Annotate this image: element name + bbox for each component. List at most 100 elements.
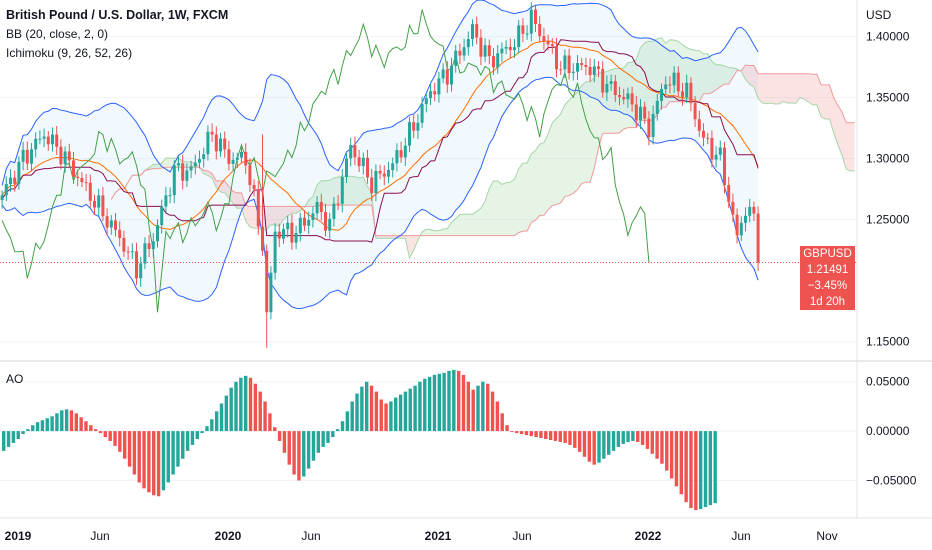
ao-bar [297,431,301,481]
ao-bar [268,413,272,432]
ao-bar [45,418,49,432]
ao-bar [548,431,553,440]
candle-body [59,146,63,165]
symbol-title[interactable]: British Pound / U.S. Dollar, 1W, FXCM [6,8,229,22]
cloud-segment [527,153,532,232]
ao-bar [229,387,233,432]
cloud-segment [556,113,561,205]
ao-bar [689,431,693,509]
candle-body [177,163,180,166]
ao-bar [660,431,664,464]
candle-body [643,106,647,119]
candle-body [391,163,395,171]
ao-bar [248,377,253,432]
ao-bar [534,431,538,438]
cloud-segment [325,180,330,206]
ao-bar [205,426,209,432]
ao-bar [185,431,190,451]
candle-body [697,119,701,131]
senkou-span-b-line [110,64,855,237]
candle-body [273,231,277,273]
ao-bar [360,386,364,432]
price-tick-label: 1.35000 [866,91,910,105]
candle-body [475,24,479,38]
candle-body [63,151,67,165]
ao-bar [108,431,112,441]
ao-bar [408,388,412,432]
price-tick-label: 1.40000 [866,30,910,44]
ao-legend-label[interactable]: AO [6,372,24,386]
ao-bar [490,391,495,432]
ao-bar [2,431,6,451]
candle-body [500,48,504,54]
symbol-tag: GBPUSD [800,246,855,263]
candle-body [437,78,441,95]
cloud-segment [447,222,452,236]
ao-bar [64,409,69,432]
candle-body [370,177,374,194]
cloud-segment [296,206,301,214]
candle-body [294,233,298,243]
ao-bar [127,431,132,467]
candle-body [286,222,290,230]
cloud-segment [783,73,788,103]
candle-body [21,149,25,162]
cloud-segment [207,170,213,179]
ao-bar [553,431,558,441]
candle-body [143,243,147,264]
cloud-segment [791,73,796,104]
ao-bar [214,411,219,432]
bb-lower-line [1,76,759,310]
candle-body [0,195,4,201]
ao-bar [510,431,514,433]
candle-body [403,145,407,158]
cloud-segment [539,142,544,216]
ao-bar [524,431,529,436]
cloud-segment [468,214,473,236]
candle-body [626,93,630,100]
candle-body [256,189,260,227]
candles [0,2,760,348]
ao-bar [394,397,398,432]
ao-bar [631,431,635,441]
candle-body [156,225,159,242]
candle-body [605,83,609,93]
indicator-lines [0,0,857,313]
candle-body [466,39,470,48]
candle-body [450,65,453,85]
cloud-segment [485,188,490,236]
candle-body [332,203,336,219]
ao-bar [93,429,98,432]
cloud-segment [291,206,297,214]
candle-body [399,150,403,158]
candle-body [105,216,109,228]
senkou-span-a-line [110,37,855,260]
candle-body [172,165,176,196]
candle-body [17,161,21,184]
ao-bar [103,431,108,438]
candle-body [219,138,222,152]
candle-body [46,136,50,145]
cloud-segment [707,53,712,94]
ao-bar [544,431,548,439]
candle-body [739,222,743,236]
ao-bar [74,413,78,432]
ao-bar [481,381,485,432]
candle-body [126,251,130,253]
cloud-segment [711,61,717,93]
ao-bar [447,370,451,432]
candle-body [735,214,739,236]
cloud-segment [455,214,460,236]
candle-body [496,53,500,68]
cloud-segment [548,122,553,210]
ichimoku-legend-label[interactable]: Ichimoku (9, 26, 52, 26) [6,46,133,60]
ao-bar [234,381,238,432]
cloud-segment [699,50,704,102]
bb-legend-label[interactable]: BB (20, close, 2, 0) [6,27,109,41]
cloud-segment [774,73,780,104]
ao-bar [273,427,277,432]
candle-body [80,177,84,183]
candle-body [181,163,185,181]
ao-bar [495,401,500,432]
